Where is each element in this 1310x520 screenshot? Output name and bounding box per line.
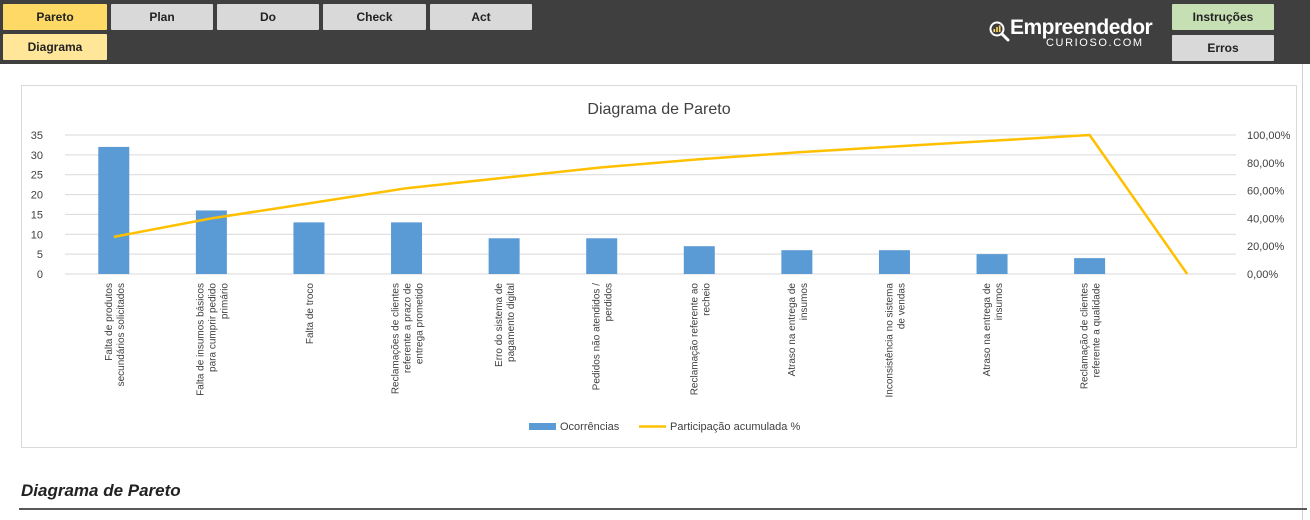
y2-tick-label: 100,00% [1247, 130, 1291, 142]
x-tick-label-line: primário [219, 283, 230, 320]
check-button[interactable]: Check [323, 4, 426, 30]
x-tick-label-line: recheio [701, 283, 712, 316]
top-toolbar: Pareto Plan Do Check Act Diagrama Empree… [0, 0, 1310, 64]
plan-button[interactable]: Plan [111, 4, 213, 30]
x-tick-label-line: Falta de produtos [104, 283, 115, 361]
cumulative-line-path [113, 133, 1189, 275]
x-tick-label: Atraso na entrega de insumos [982, 283, 1005, 377]
x-tick-label: Reclamações de clientes referente a prazo… [391, 283, 426, 395]
y-tick-label: 5 [37, 249, 43, 261]
y-axis-left: 0 5 10 15 20 25 30 35 [31, 130, 43, 281]
x-tick-label-line: entrega prometido [415, 283, 426, 365]
x-tick-label-line: Reclamações de clientes [391, 283, 402, 394]
cumulative-line [113, 133, 1189, 275]
section-title: Diagrama de Pareto [21, 481, 181, 500]
x-tick-label: Falta de insumos básicos para cumprir ped… [195, 283, 230, 396]
y-tick-label: 20 [31, 190, 43, 202]
y-tick-label: 15 [31, 209, 43, 221]
bar [878, 250, 910, 274]
y2-tick-label: 40,00% [1247, 213, 1285, 225]
x-tick-label-line: Erro do sistema de [494, 283, 505, 367]
y-tick-label: 0 [37, 269, 43, 281]
instrucoes-button[interactable]: Instruções [1172, 4, 1274, 30]
x-tick-label-line: referente a qualidade [1092, 283, 1103, 378]
x-tick-label: Erro do sistema de pagamento digital [494, 283, 517, 367]
y-tick-label: 25 [31, 170, 43, 182]
bars [98, 146, 1106, 274]
x-tick-label-line: insumos [799, 283, 810, 320]
x-tick-label-line: Pedidos não atendidos / [592, 283, 603, 391]
x-tick-label-line: Falta de insumos básicos [195, 283, 206, 396]
bar [1074, 258, 1106, 274]
diagrama-button[interactable]: Diagrama [3, 34, 107, 60]
bar [683, 246, 715, 274]
x-tick-label: Pedidos não atendidos / perdidos [592, 283, 615, 391]
act-button[interactable]: Act [430, 4, 532, 30]
y2-tick-label: 80,00% [1247, 158, 1285, 170]
logo: Empreendedor CURIOSO.COM [988, 16, 1158, 52]
do-button[interactable]: Do [217, 4, 319, 30]
x-tick-label-line: referente a prazo de [403, 283, 414, 373]
y2-tick-label: 20,00% [1247, 241, 1285, 253]
x-tick-label-line: Atraso na entrega de [982, 283, 993, 377]
chart-title: Diagrama de Pareto [587, 101, 730, 118]
legend-label-participacao: Participação acumulada % [670, 421, 800, 433]
gridlines [65, 134, 1236, 275]
bar [488, 238, 520, 274]
magnifier-chart-icon [989, 21, 1010, 42]
y-tick-label: 30 [31, 150, 43, 162]
y2-tick-label: 60,00% [1247, 186, 1285, 198]
bar [586, 238, 618, 274]
logo-sub-text: CURIOSO.COM [1046, 37, 1144, 49]
y-tick-label: 10 [31, 229, 43, 241]
pareto-chart: Diagrama de Pareto 0 5 10 15 20 25 30 35 0,00% 2… [31, 101, 1291, 433]
x-tick-label-line: Falta de troco [305, 283, 316, 345]
pareto-button[interactable]: Pareto [3, 4, 107, 30]
x-tick-label-line: Reclamação de clientes [1080, 283, 1091, 389]
x-tick-label-line: Reclamação referente ao [689, 283, 700, 396]
erros-button[interactable]: Erros [1172, 35, 1274, 61]
bar [391, 222, 423, 274]
x-tick-label: Inconsistência no sistema de vendas [884, 283, 907, 398]
x-tick-label-line: Inconsistência no sistema [884, 283, 895, 398]
x-tick-label: Reclamação de clientes referente a qualid… [1080, 283, 1103, 390]
x-tick-label-line: Atraso na entrega de [787, 283, 798, 377]
legend-label-ocorrencias: Ocorrências [560, 421, 620, 433]
x-tick-label-line: perdidos [604, 283, 615, 321]
x-tick-label-line: para cumprir pedido [207, 283, 218, 372]
x-tick-label-line: de vendas [896, 283, 907, 329]
x-tick-label: Falta de produtos secundários solicitados [104, 283, 127, 386]
chart-container: Diagrama de Pareto 0 5 10 15 20 25 30 35 0,00% 2… [21, 85, 1297, 448]
x-tick-label-line: insumos [994, 283, 1005, 320]
logo-main-text: Empreendedor [1010, 16, 1153, 39]
y2-tick-label: 0,00% [1247, 269, 1278, 281]
chart-legend: Ocorrências Participação acumulada % [529, 421, 800, 433]
y-tick-label: 35 [31, 130, 43, 142]
bar [98, 146, 130, 274]
section-underline [19, 508, 1307, 510]
x-tick-label-line: pagamento digital [506, 283, 517, 362]
x-tick-label: Atraso na entrega de insumos [787, 283, 810, 377]
x-tick-label: Falta de troco [305, 283, 316, 345]
x-tick-label: Reclamação referente ao recheio [689, 283, 712, 396]
bar [976, 254, 1008, 274]
bar [293, 222, 325, 274]
bar [781, 250, 813, 274]
sheet-edge-divider [1302, 64, 1303, 520]
y-axis-right: 0,00% 20,00% 40,00% 60,00% 80,00% 100,00% [1247, 130, 1291, 281]
legend-swatch-ocorrencias [529, 423, 556, 430]
x-axis: Falta de produtos secundários solicitados… [104, 283, 1103, 398]
x-tick-label-line: secundários solicitados [116, 283, 127, 386]
